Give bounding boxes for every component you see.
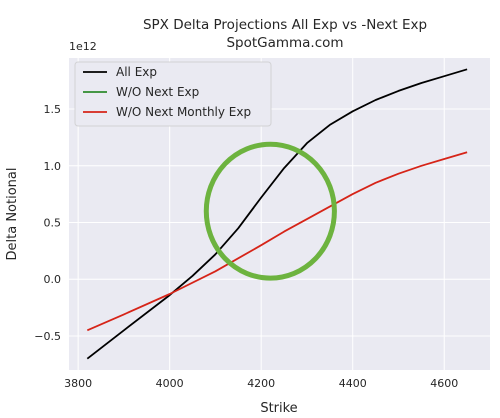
y-axis-label: Delta Notional — [5, 168, 20, 261]
legend-label-wo-next-monthly-exp: W/O Next Monthly Exp — [116, 105, 251, 119]
x-tick-label: 4200 — [247, 377, 275, 390]
x-tick-label: 3800 — [64, 377, 92, 390]
y-scale-label: 1e12 — [69, 40, 97, 53]
y-tick-label: −0.5 — [34, 330, 61, 343]
series-line-w-o-next-monthly-exp — [86, 151, 468, 332]
x-axis-label: Strike — [260, 401, 297, 416]
legend-box — [74, 61, 272, 127]
chart-subtitle: SpotGamma.com — [226, 35, 343, 51]
y-tick-label: 1.0 — [44, 160, 62, 173]
y-tick-label: 0.5 — [44, 217, 62, 230]
x-tick-label: 4400 — [339, 377, 367, 390]
y-ticks: −0.5 0.0 0.5 1.0 1.5 — [34, 103, 61, 343]
highlight-circle-shape — [203, 141, 337, 281]
x-ticks: 3800 4000 4200 4400 4600 — [64, 377, 458, 390]
legend-label-wo-next-exp: W/O Next Exp — [116, 85, 199, 99]
y-tick-label: 0.0 — [44, 273, 62, 286]
y-tick-label: 1.5 — [44, 103, 62, 116]
highlight-circle — [203, 141, 337, 281]
legend: All Exp W/O Next Exp W/O Next Monthly Ex… — [74, 61, 272, 127]
x-tick-label: 4600 — [430, 377, 458, 390]
x-tick-label: 4000 — [156, 377, 184, 390]
legend-label-all-exp: All Exp — [116, 65, 157, 79]
series-lines — [86, 68, 468, 360]
chart-title: SPX Delta Projections All Exp vs -Next E… — [143, 17, 427, 33]
series-line-all-exp — [86, 68, 468, 360]
